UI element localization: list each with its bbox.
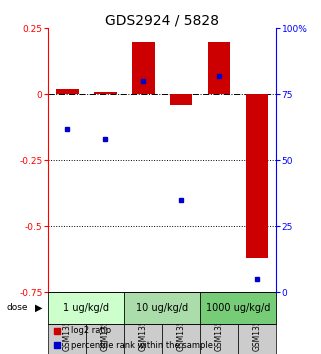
Bar: [124, 292, 162, 354]
Bar: [48, 292, 124, 324]
Bar: [170, 94, 193, 105]
Bar: [124, 292, 200, 324]
Bar: [132, 41, 154, 94]
Bar: [48, 292, 86, 354]
Bar: [162, 292, 200, 354]
Text: ▶: ▶: [35, 303, 43, 313]
Bar: [86, 292, 124, 354]
Title: GDS2924 / 5828: GDS2924 / 5828: [105, 13, 219, 27]
Text: GSM135600: GSM135600: [253, 304, 262, 351]
Text: GSM135599: GSM135599: [214, 304, 224, 351]
Text: log2 ratio: log2 ratio: [71, 326, 111, 336]
Bar: [238, 292, 276, 354]
Text: GSM135595: GSM135595: [63, 304, 72, 351]
Text: GSM135597: GSM135597: [139, 304, 148, 351]
Text: 1 ug/kg/d: 1 ug/kg/d: [63, 303, 109, 313]
Bar: [200, 292, 276, 324]
Bar: [56, 89, 79, 94]
Bar: [94, 92, 117, 94]
Text: percentile rank within the sample: percentile rank within the sample: [71, 341, 213, 350]
Text: 1000 ug/kg/d: 1000 ug/kg/d: [206, 303, 270, 313]
Text: dose: dose: [6, 303, 28, 313]
Text: GSM135596: GSM135596: [100, 304, 110, 351]
Bar: [208, 41, 230, 94]
Bar: [200, 292, 238, 354]
Text: 10 ug/kg/d: 10 ug/kg/d: [136, 303, 188, 313]
Bar: [246, 94, 268, 258]
Text: GSM135598: GSM135598: [177, 304, 186, 350]
